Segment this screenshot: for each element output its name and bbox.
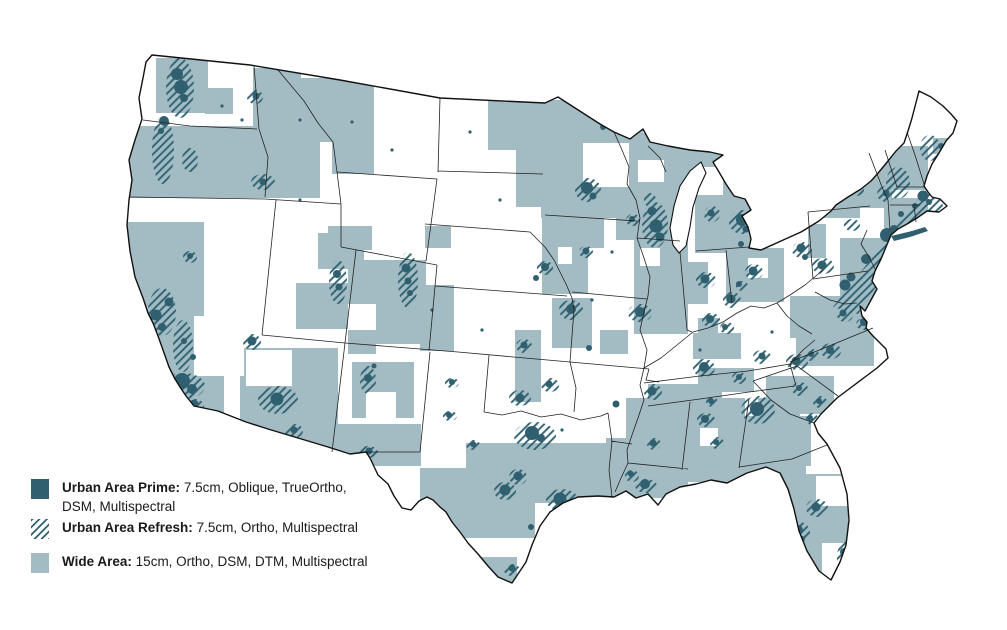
legend-item-description: 7.5cm, Ortho, Multispectral <box>196 520 358 535</box>
legend-item-description: 15cm, Ortho, DSM, DTM, Multispectral <box>135 554 368 569</box>
urban-area-prime-swatch-icon <box>31 479 49 499</box>
long-island <box>891 227 928 241</box>
legend-item-urban-area-prime: Urban Area Prime: 7.5cm, Oblique, TrueOr… <box>31 478 380 516</box>
legend-item-label: Wide Area: <box>62 554 132 569</box>
wide-area-swatch-icon <box>31 553 49 573</box>
legend-item-label: Urban Area Prime: <box>62 480 181 495</box>
us-outline <box>126 54 958 584</box>
lake-michigan <box>669 161 707 254</box>
urban-area-refresh-swatch-icon <box>31 519 49 539</box>
legend-item-urban-area-refresh: Urban Area Refresh: 7.5cm, Ortho, Multis… <box>31 518 358 539</box>
legend-item-text: Urban Area Refresh: 7.5cm, Ortho, Multis… <box>62 518 358 537</box>
legend-item-label: Urban Area Refresh: <box>62 520 193 535</box>
legend-item-text: Wide Area: 15cm, Ortho, DSM, DTM, Multis… <box>62 552 367 571</box>
state-borders <box>128 65 925 498</box>
legend-item-description: 7.5cm, Oblique, TrueOrtho, DSM, Multispe… <box>62 480 347 514</box>
legend-item-text: Urban Area Prime: 7.5cm, Oblique, TrueOr… <box>62 478 380 516</box>
legend-item-wide-area: Wide Area: 15cm, Ortho, DSM, DTM, Multis… <box>31 552 367 573</box>
